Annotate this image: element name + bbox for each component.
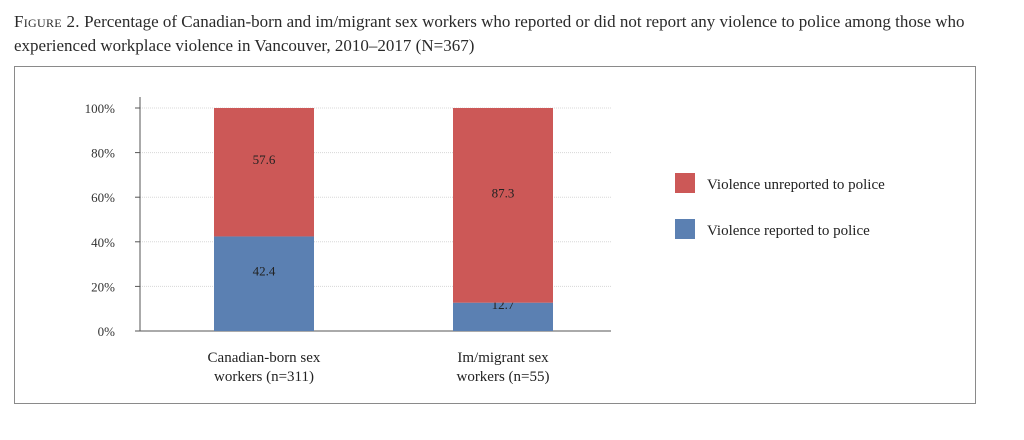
legend-label: Violence reported to police <box>707 223 870 239</box>
x-category-label: Canadian-born sex <box>208 350 321 366</box>
x-category-label: Im/migrant sex <box>457 350 549 366</box>
data-label: 42.4 <box>253 264 276 279</box>
bar-segment <box>214 236 314 331</box>
stacked-bar-chart: 0% 20% 40% 60% 80% 100% 42.4 57.6 Canadian-born … <box>85 97 885 385</box>
y-tick-label: 60% <box>91 190 115 205</box>
legend-swatch <box>675 219 695 239</box>
figure-caption: Figure 2. Percentage of Canadian-born an… <box>14 10 1014 58</box>
chart-frame: 0% 20% 40% 60% 80% 100% 42.4 57.6 Canadian-born … <box>14 66 976 404</box>
bar-segment <box>453 108 553 303</box>
y-tick-label: 80% <box>91 146 115 161</box>
legend-swatch <box>675 173 695 193</box>
y-tick-label: 40% <box>91 235 115 250</box>
figure-caption-text: Percentage of Canadian-born and im/migra… <box>14 12 965 55</box>
data-label: 57.6 <box>253 152 276 167</box>
x-category-label: workers (n=311) <box>214 369 314 385</box>
figure-label: Figure 2. <box>14 12 80 31</box>
x-category-label: workers (n=55) <box>456 369 549 385</box>
y-tick-label: 0% <box>98 324 116 339</box>
data-label: 87.3 <box>492 185 515 200</box>
bar-segment <box>214 108 314 237</box>
y-tick-label: 100% <box>85 101 116 116</box>
y-tick-label: 20% <box>91 279 115 294</box>
bar-segment <box>453 302 553 331</box>
legend-label: Violence unreported to police <box>707 177 885 193</box>
